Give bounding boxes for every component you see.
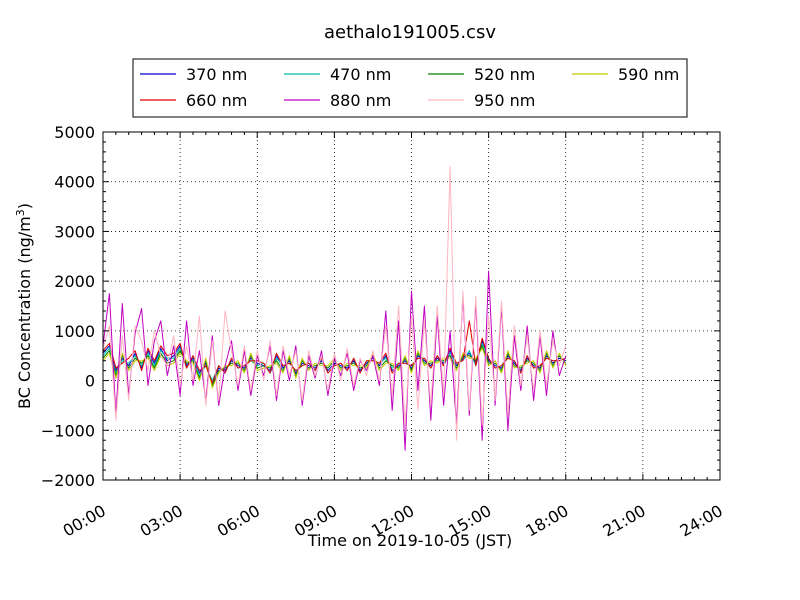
legend-label: 520 nm [474,65,535,84]
y-axis-label-sup: 3 [14,209,27,216]
legend: 370 nm 470 nm 520 nm 590 nm 660 nm 880 nm 950 … [132,58,688,118]
series-line-660-nm [103,320,566,384]
y-tick-label: −2000 [41,471,95,490]
series-line-880-nm [103,270,567,451]
y-tick-label: 5000 [54,123,95,142]
x-tick-label: 21:00 [599,501,648,541]
y-tick-label: 1000 [54,322,95,341]
chart-title: aethalo191005.csv [324,22,496,43]
series-line-370-nm [103,340,566,384]
y-tick-label: 0 [85,372,95,391]
legend-label: 590 nm [618,65,679,84]
legend-label: 950 nm [474,91,535,110]
y-tick-label: −1000 [41,421,95,440]
legend-box [132,58,688,118]
y-tick-label: 4000 [54,173,95,192]
y-tick-label: 2000 [54,272,95,291]
legend-label: 470 nm [330,65,391,84]
y-axis-label-main: BC Concentration (ng/m [15,216,34,409]
series-lines [103,166,567,451]
x-tick-label: 03:00 [137,501,186,541]
legend-label: 880 nm [330,91,391,110]
legend-label: 660 nm [186,91,247,110]
x-axis-label: Time on 2019-10-05 (JST) [307,531,512,550]
x-tick-label: 00:00 [60,501,109,541]
grid-lines [103,132,720,480]
legend-label: 370 nm [186,65,247,84]
y-tick-label: 3000 [54,222,95,241]
x-tick-label: 18:00 [522,501,571,541]
x-tick-label: 24:00 [677,501,726,541]
series-line-950-nm [103,166,567,441]
x-tick-label: 06:00 [214,501,263,541]
y-axis-label: BC Concentration (ng/m3) [14,203,34,409]
y-axis-label-end: ) [15,203,34,209]
